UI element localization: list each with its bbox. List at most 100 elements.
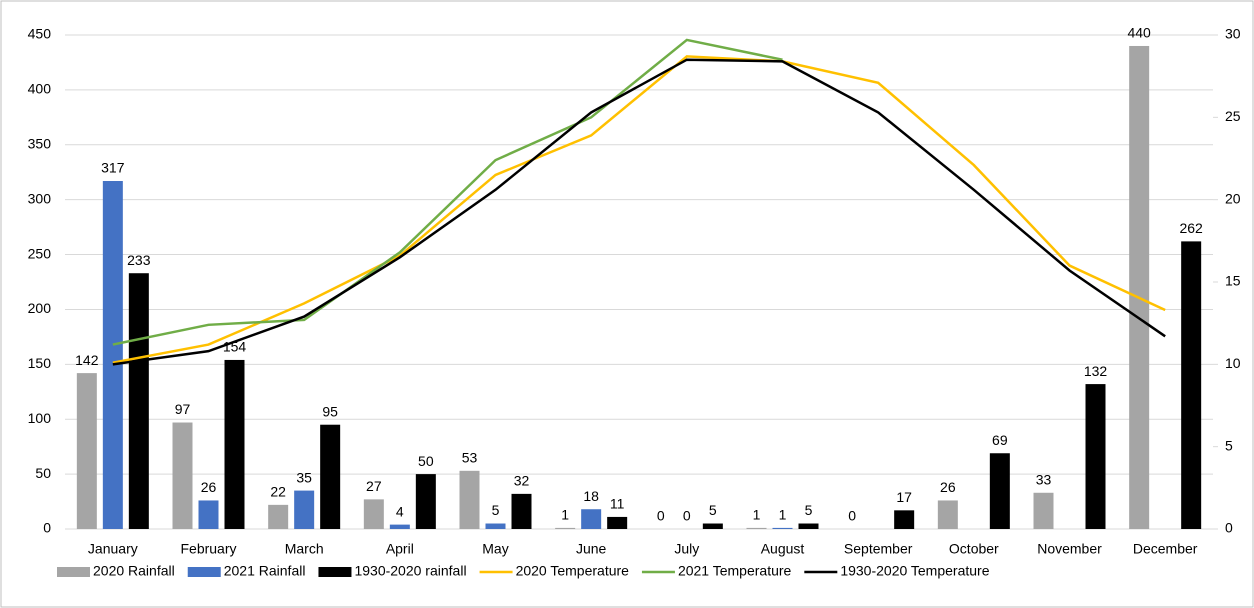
x-tick-label: October [949,541,999,557]
bar [102,181,123,529]
y-tick-label: 0 [43,520,51,536]
data-label: 11 [610,496,625,512]
bar [772,527,793,529]
data-label: 69 [992,432,1008,448]
data-label: 1 [753,507,761,523]
x-tick-label: May [482,541,508,557]
x-tick-label: March [285,541,324,557]
bar [702,523,723,529]
data-label: 5 [805,502,813,518]
x-tick-label: November [1037,541,1102,557]
bar [1129,45,1150,529]
data-label: 26 [201,479,217,495]
legend-label: 2021 Temperature [678,563,792,579]
legend-swatch [57,567,90,577]
data-label: 32 [514,473,530,489]
data-label: 0 [657,508,665,524]
data-label: 262 [1179,220,1203,236]
x-tick-label: June [576,541,607,557]
data-label: 18 [583,488,599,504]
bar [485,523,506,529]
y-tick-label: 300 [28,190,52,206]
y2-tick-label: 25 [1225,108,1241,124]
y-tick-label: 200 [28,300,52,316]
y2-tick-label: 5 [1225,437,1233,453]
bar [363,499,384,529]
data-label: 95 [322,403,338,419]
bar [268,504,289,529]
bar [459,470,480,529]
data-label: 5 [709,502,717,518]
data-label: 132 [1084,363,1108,379]
y-tick-label: 50 [35,465,51,481]
data-label: 22 [270,484,286,500]
x-tick-label: January [88,541,138,557]
data-label: 317 [101,160,125,176]
data-label: 27 [366,478,382,494]
x-tick-label: February [180,541,236,557]
bar [172,422,193,529]
bar [1181,241,1202,530]
data-label: 35 [296,469,312,485]
data-label: 440 [1127,25,1151,41]
data-label: 5 [492,502,500,518]
y-tick-label: 250 [28,245,52,261]
y-tick-label: 100 [28,410,52,426]
bar [894,510,915,529]
data-label: 233 [127,252,151,268]
y2-tick-label: 20 [1225,190,1241,206]
legend-label: 2020 Temperature [516,563,630,579]
bar [511,493,532,529]
data-label: 33 [1036,471,1052,487]
bar [607,516,628,529]
bar [320,424,341,529]
data-label: 4 [396,503,404,519]
data-label: 26 [940,479,956,495]
y2-tick-label: 30 [1225,26,1241,42]
data-label: 17 [896,489,912,505]
data-label: 53 [462,450,478,466]
bar [415,474,436,529]
data-label: 142 [75,352,99,368]
legend-label: 1930-2020 Temperature [840,563,989,579]
legend-swatch [187,567,221,577]
bar [1033,492,1054,529]
bar [581,509,602,529]
bar [798,523,819,529]
legend-label: 2020 Rainfall [93,563,175,579]
line [112,55,1166,364]
bar [1085,384,1106,529]
x-tick-label: April [386,541,414,557]
legend-label: 1930-2020 rainfall [354,563,466,579]
x-tick-label: July [674,541,699,557]
y2-tick-label: 15 [1225,273,1241,289]
bar [294,490,315,529]
bar [389,524,410,529]
bar [198,500,219,529]
bar [989,453,1010,529]
data-label: 0 [848,508,856,524]
bar [746,527,767,529]
y-tick-label: 350 [28,135,52,151]
bar [937,500,958,529]
legend-label: 2021 Rainfall [224,563,306,579]
data-label: 97 [175,401,191,417]
data-label: 1 [779,507,787,523]
y2-tick-label: 0 [1225,520,1233,536]
line [112,58,1166,366]
data-label: 50 [418,453,434,469]
y-tick-label: 450 [28,26,52,42]
y-tick-label: 150 [28,355,52,371]
bar [128,273,149,529]
y2-tick-label: 10 [1225,355,1241,371]
bar [224,359,245,529]
bar [555,527,576,529]
x-tick-label: September [844,541,913,557]
line [112,38,783,346]
bar [76,373,97,529]
data-label: 0 [683,508,691,524]
y-tick-label: 400 [28,81,52,97]
x-tick-label: August [761,541,805,557]
